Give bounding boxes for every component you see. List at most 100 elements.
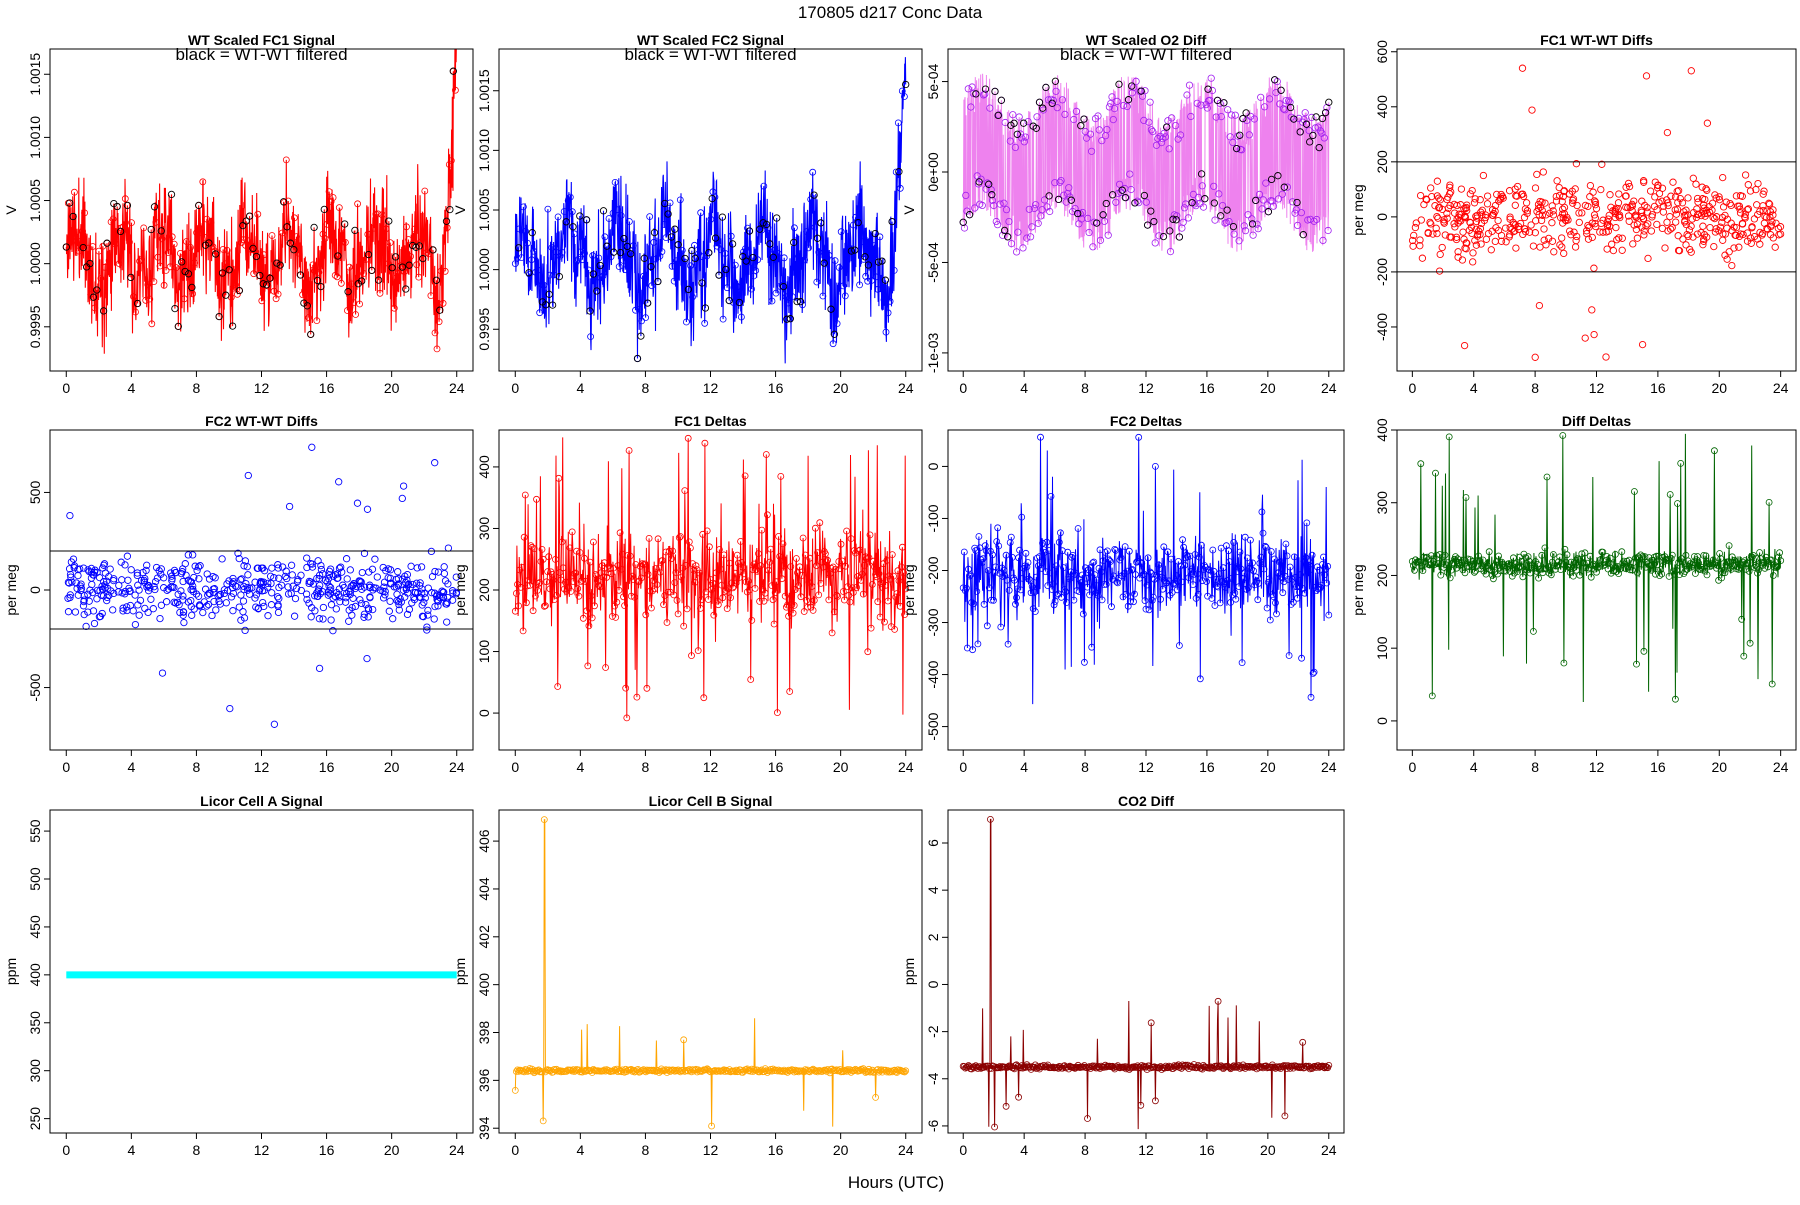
data-point (134, 581, 142, 589)
data-point (1107, 558, 1114, 565)
data-point (1074, 525, 1082, 532)
data-point (1179, 536, 1186, 544)
data-point (809, 168, 817, 176)
data-point (448, 587, 457, 595)
data-point (1450, 209, 1459, 217)
data-point (1183, 91, 1191, 99)
data-point (240, 562, 248, 570)
filtered-point (654, 277, 662, 286)
data-point (216, 590, 225, 599)
data-point (896, 602, 904, 610)
data-point (1433, 212, 1441, 221)
data-point (1081, 1062, 1088, 1069)
data-point (613, 206, 621, 214)
data-point (1324, 562, 1332, 570)
filtered-point (1118, 186, 1126, 194)
data-point (653, 581, 661, 588)
data-point (201, 233, 209, 241)
x-tick-label: 4 (1020, 380, 1028, 396)
filtered-point (205, 239, 213, 247)
filtered-point (861, 253, 869, 261)
data-point (712, 569, 720, 577)
data-point (1207, 74, 1215, 82)
data-point (274, 290, 282, 298)
data-point (438, 587, 446, 595)
filtered-point (684, 285, 693, 294)
data-point (1173, 586, 1181, 594)
data-point (1236, 548, 1244, 556)
data-point (1001, 572, 1009, 580)
data-point (1142, 198, 1150, 206)
data-point (1410, 231, 1418, 240)
data-point (890, 572, 897, 580)
data-point (978, 559, 986, 567)
data-point (781, 592, 789, 600)
data-point (1606, 191, 1614, 199)
data-point (290, 612, 299, 620)
data-point (727, 594, 734, 601)
data-point (1655, 189, 1664, 198)
data-point (585, 266, 592, 274)
filtered-point (174, 322, 182, 331)
data-point (203, 602, 211, 610)
data-point (1007, 240, 1016, 248)
data-point (1659, 202, 1668, 210)
data-point (760, 182, 768, 190)
data-point (1146, 98, 1154, 106)
data-point (1743, 229, 1752, 237)
data-point (837, 540, 845, 548)
data-point (1119, 102, 1128, 110)
data-point (282, 156, 290, 164)
data-point (1521, 566, 1529, 574)
data-point (1281, 1112, 1289, 1120)
data-point (1041, 196, 1049, 204)
data-point (967, 103, 975, 111)
data-point (1305, 127, 1313, 135)
data-point (1181, 561, 1188, 569)
data-point (157, 565, 165, 573)
data-point (370, 224, 378, 232)
data-point (1457, 210, 1465, 219)
filtered-point (1296, 128, 1304, 136)
data-point (1763, 557, 1771, 564)
filtered-point (436, 306, 444, 314)
data-point (1659, 208, 1668, 216)
data-point (1626, 566, 1634, 574)
data-point (1033, 113, 1041, 121)
y-tick-label: 300 (476, 517, 492, 541)
data-point (1177, 562, 1184, 570)
data-point (376, 586, 385, 594)
data-point (1592, 204, 1601, 213)
data-point (401, 572, 409, 580)
data-point (761, 589, 769, 597)
data-point (1217, 113, 1225, 121)
data-point (1637, 551, 1645, 559)
data-point (832, 566, 839, 573)
data-point (713, 597, 721, 605)
data-point (1132, 571, 1139, 578)
data-point (1189, 581, 1197, 588)
data-point (681, 258, 688, 266)
data-point (1518, 64, 1527, 72)
data-point (452, 588, 461, 597)
filtered-point (773, 214, 781, 222)
data-point (342, 589, 351, 598)
data-point (884, 309, 892, 317)
data-point (1491, 569, 1498, 576)
data-point (868, 276, 876, 284)
data-point (1057, 177, 1065, 185)
data-point (315, 268, 323, 276)
panel-ylabel: per meg (901, 564, 917, 615)
data-point (1711, 228, 1720, 236)
y-tick-label: -2 (925, 1025, 941, 1038)
data-point (363, 505, 372, 513)
data-point (1228, 575, 1235, 582)
filtered-point (786, 315, 794, 323)
data-point (1603, 218, 1612, 226)
data-point (784, 601, 791, 609)
x-tick-label: 12 (1589, 380, 1605, 396)
data-point (415, 273, 423, 281)
data-point (1318, 129, 1326, 137)
data-point (1644, 220, 1652, 228)
data-point (1037, 433, 1044, 441)
